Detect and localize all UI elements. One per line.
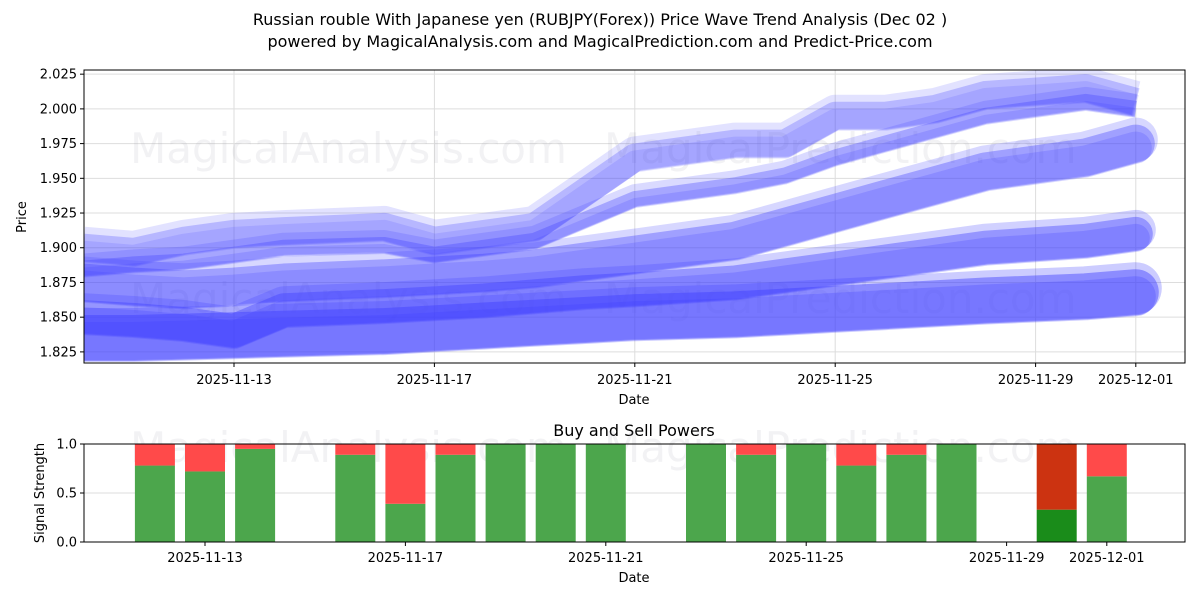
buy-bar: [1086, 476, 1127, 542]
buy-bar: [485, 444, 526, 542]
y-tick-label: 1.950: [40, 172, 77, 187]
buy-bar: [235, 448, 276, 542]
y-tick-label: 1.850: [40, 311, 77, 326]
price-watermarks: MagicalAnalysis.com MagicalPrediction.com…: [130, 124, 1077, 323]
buy-bar: [886, 454, 927, 542]
wave-band: [84, 100, 1137, 278]
chart-title: Russian rouble With Japanese yen (RUBJPY…: [252, 10, 948, 29]
wave-band: [84, 117, 1158, 308]
buy-bar: [185, 471, 225, 542]
x-tick-label: 2025-11-13: [196, 373, 272, 388]
buy-bar: [786, 444, 827, 542]
power-x-axis: 2025-11-13 2025-11-17 2025-11-21 2025-11-25…: [167, 542, 1145, 566]
x-tick-label: 2025-12-01: [1098, 373, 1174, 388]
watermark-text: MagicalPrediction.com: [604, 124, 1077, 173]
wave-band: [84, 70, 1141, 265]
x-tick-label: 2025-11-13: [167, 551, 243, 566]
power-y-axis-label: Signal Strength: [33, 443, 48, 543]
price-waves: [84, 70, 1162, 362]
wave-band: [84, 216, 1153, 349]
wave-band: [84, 124, 1155, 309]
y-tick-label: 1.900: [40, 241, 77, 256]
buy-bar: [1036, 509, 1077, 542]
buy-bar: [385, 503, 426, 542]
x-tick-label: 2025-11-21: [597, 373, 673, 388]
watermark-text: MagicalAnalysis.com: [130, 124, 567, 173]
sell-bar: [385, 444, 426, 504]
power-y-axis: 0.0 0.5 1.0: [56, 438, 84, 551]
wave-band: [84, 86, 1138, 276]
sell-bar: [1036, 444, 1077, 510]
sell-bar: [836, 444, 877, 466]
x-tick-label: 2025-11-25: [768, 551, 844, 566]
sell-bar: [134, 444, 175, 466]
price-wave-chart: MagicalAnalysis.com MagicalPrediction.com…: [15, 68, 1186, 408]
buy-bar: [736, 454, 777, 542]
wave-band: [84, 131, 1152, 310]
buy-bar: [585, 444, 626, 542]
x-tick-label: 2025-11-29: [998, 373, 1074, 388]
sell-bar: [435, 444, 476, 455]
watermark-text: MagicalAnalysis.com: [130, 274, 567, 323]
sell-bar: [335, 444, 376, 455]
y-tick-label: 1.925: [40, 207, 77, 222]
buy-bar: [535, 444, 576, 542]
wave-band: [84, 276, 1156, 362]
y-tick-label: 0.5: [56, 487, 77, 502]
wave-band: [84, 223, 1150, 350]
sell-bar: [185, 444, 225, 472]
buy-sell-title: Buy and Sell Powers: [553, 421, 715, 440]
x-tick-label: 2025-11-17: [397, 373, 473, 388]
y-tick-label: 0.0: [56, 536, 77, 551]
x-tick-label: 2025-11-17: [368, 551, 444, 566]
y-tick-label: 2.000: [40, 102, 77, 117]
power-x-axis-label: Date: [618, 571, 649, 586]
y-tick-label: 1.825: [40, 345, 77, 360]
price-y-axis: 1.825 1.850 1.875 1.900 1.925 1.950 1.975 2.000…: [40, 68, 84, 360]
wave-band: [84, 262, 1162, 360]
y-tick-label: 1.0: [56, 438, 77, 453]
sell-bar: [886, 444, 927, 455]
y-tick-label: 2.025: [40, 68, 77, 83]
chart-subtitle: powered by MagicalAnalysis.com and Magic…: [267, 32, 933, 51]
wave-band: [84, 93, 1137, 277]
y-tick-label: 1.875: [40, 276, 77, 291]
buy-bar: [134, 465, 175, 542]
y-tick-label: 1.975: [40, 137, 77, 152]
price-y-axis-label: Price: [15, 201, 30, 233]
power-bars: [134, 444, 1127, 542]
x-tick-label: 2025-11-29: [969, 551, 1045, 566]
x-tick-label: 2025-12-01: [1069, 551, 1145, 566]
wave-band: [84, 74, 1140, 266]
buy-bar: [335, 454, 376, 542]
price-grid: [84, 70, 1185, 363]
sell-bar: [1086, 444, 1127, 477]
sell-bar: [235, 444, 276, 449]
wave-band: [84, 269, 1159, 361]
price-x-axis: 2025-11-13 2025-11-17 2025-11-21 2025-11-25…: [196, 363, 1174, 388]
x-tick-label: 2025-11-25: [797, 373, 873, 388]
wave-band: [84, 81, 1139, 267]
buy-bar: [686, 444, 726, 542]
buy-bar: [435, 454, 476, 542]
buy-bar: [936, 444, 977, 542]
buy-sell-chart: Buy and Sell Powers MagicalAnalysis.comM…: [33, 421, 1186, 586]
watermark-text: MagicalPrediction.com: [604, 274, 1077, 323]
wave-band: [84, 209, 1156, 348]
price-x-axis-label: Date: [618, 393, 649, 408]
buy-bar: [836, 465, 877, 542]
x-tick-label: 2025-11-21: [568, 551, 644, 566]
sell-bar: [736, 444, 777, 455]
